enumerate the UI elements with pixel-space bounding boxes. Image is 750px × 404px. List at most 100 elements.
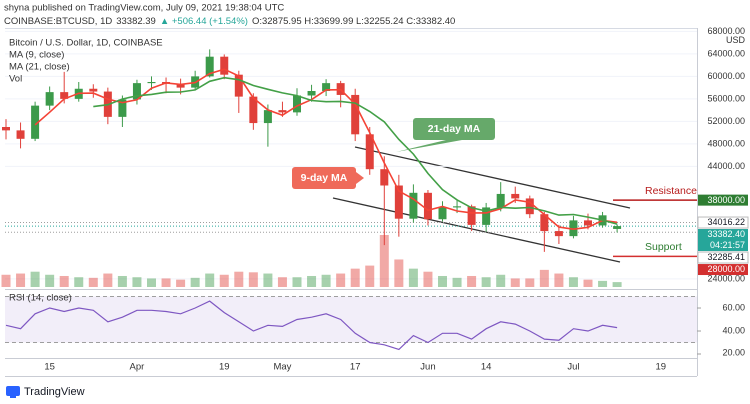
price-badge [697,251,749,264]
volume-bar [321,274,331,287]
volume-bar [307,275,317,287]
candle-body [278,110,287,113]
volume-bar [59,275,69,287]
candle-body [147,82,156,84]
price-badge-label: 34016.22 [707,217,745,227]
volume-bar [408,268,418,287]
candle-body [423,192,432,220]
x-tick-label: Apr [130,362,145,373]
rsi-band [5,296,697,343]
candle-body [31,105,40,139]
candle-body [613,226,622,229]
callout: 9-day MA [292,167,364,189]
candle-body [132,83,141,100]
volume-bar [336,273,346,287]
candle-body [60,92,69,99]
legend-entry: Vol [9,74,22,85]
volume-bar [510,278,520,287]
x-tick-label: 14 [481,362,492,373]
x-tick-label: 15 [44,362,55,373]
last-price: 33382.39 [116,16,156,27]
x-tick-label: Jul [567,362,579,373]
rsi-tick-label: 60.00 [722,302,745,312]
x-tick-label: 19 [655,362,666,373]
countdown: 04:21:57 [710,240,745,250]
channel-lower [332,197,621,263]
volume-bar [117,275,127,287]
volume-bar [525,278,535,287]
candle-body [380,169,389,186]
callout-box [413,118,495,140]
candle-body [89,88,98,92]
candle-body [540,214,549,232]
candle-body [322,83,331,91]
brand-name: TradingView [24,386,85,398]
volume-bar [481,277,491,287]
candle-body [365,134,374,170]
callout: 21-day MA [396,118,495,152]
x-tick-label: May [273,362,291,373]
ohlc: O:32875.95 H:33699.99 L:32255.24 C:33382… [252,16,455,27]
price-badge-label: 32285.41 [707,252,745,262]
legend-entry: MA (21, close) [9,62,70,73]
candle-body [307,91,316,96]
price-badge-label: 33382.40 [707,229,745,239]
volume-bar [205,273,215,287]
candle-body [584,220,592,226]
y-tick-label: 48000.00 [707,138,745,148]
price-badge [698,264,748,276]
volume-bar [103,273,113,287]
candle-body [351,94,360,135]
volume-bar [539,269,549,287]
candle-body [394,185,403,219]
volume-bar [452,277,462,287]
volume-bar [74,277,84,287]
y-tick-label: 24000.00 [707,273,745,283]
volume-bar [1,274,11,287]
volume-bar [438,275,447,287]
volume-bar [219,274,229,287]
volume-bar [263,273,273,287]
volume-bar [496,274,506,287]
volume-bar [161,278,171,287]
legend-entry: MA (9, close) [9,50,64,61]
candle-body [554,231,563,237]
rsi-legend: RSI (14, close) [9,293,72,304]
volume-bar [16,273,26,287]
candle-body [293,95,301,113]
y-tick-label: 60000.00 [707,71,745,81]
volume-bar [248,272,258,287]
rsi-line [5,300,618,351]
x-tick-label: Jun [420,362,435,373]
brand-logo: TradingView [6,386,85,398]
volume-bar [190,277,200,287]
y-tick-label: 52000.00 [707,116,745,126]
channel-upper [354,146,631,209]
volume-bar [88,277,98,287]
ma-line [93,76,618,225]
volume-bar [132,277,142,287]
volume-bar [292,277,302,287]
volume-bar [423,271,433,287]
candle-body [482,207,491,225]
callout-text: 9-day MA [301,172,348,184]
y-tick-label: 56000.00 [707,93,745,103]
candle-body [569,220,578,237]
volume-bar [583,279,593,287]
ma-line [34,68,618,231]
volume-bar [612,282,622,287]
rsi-tick-label: 40.00 [722,325,745,335]
rsi-tick-label: 20.00 [722,347,745,357]
candle-body [234,74,243,97]
candle-body [511,193,520,199]
candle-body [249,96,258,124]
volume-bar [568,277,578,287]
logo-mark [6,386,20,396]
volume-bar [467,275,477,287]
volume-bar [365,265,375,287]
candle-body [525,198,534,215]
candle-body [467,206,476,225]
callout-box [292,167,356,189]
